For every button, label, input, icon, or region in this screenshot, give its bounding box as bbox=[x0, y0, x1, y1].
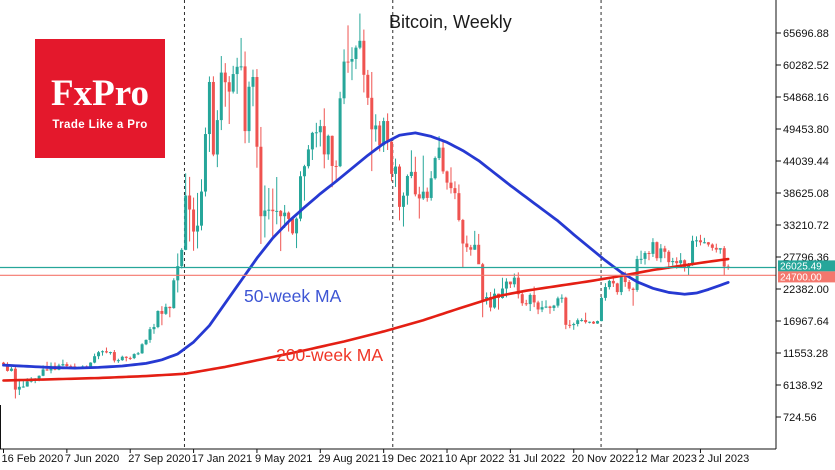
svg-text:60282.52: 60282.52 bbox=[783, 60, 829, 72]
ma-50-line bbox=[2, 131, 730, 370]
svg-text:11553.28: 11553.28 bbox=[783, 348, 828, 360]
svg-text:2 Jul 2023: 2 Jul 2023 bbox=[698, 453, 749, 465]
svg-text:19 Dec 2021: 19 Dec 2021 bbox=[382, 453, 444, 465]
fxpro-logo-tagline: Trade Like a Pro bbox=[52, 118, 148, 131]
ma50-label: 50-week MA bbox=[244, 286, 342, 306]
svg-text:38625.08: 38625.08 bbox=[783, 188, 829, 200]
fxpro-logo: FxPro Trade Like a Pro bbox=[35, 39, 165, 158]
svg-text:49453.80: 49453.80 bbox=[783, 124, 829, 136]
chart-title: Bitcoin, Weekly bbox=[389, 12, 512, 32]
svg-text:16967.64: 16967.64 bbox=[783, 316, 829, 328]
y-axis-labels: 65696.88 60282.52 54868.16 49453.80 44039.44… bbox=[776, 28, 829, 424]
fxpro-logo-brand: FxPro bbox=[51, 72, 149, 114]
svg-text:12 Mar 2023: 12 Mar 2023 bbox=[635, 453, 697, 465]
svg-text:7 Jun 2020: 7 Jun 2020 bbox=[65, 453, 119, 465]
svg-text:44039.44: 44039.44 bbox=[783, 156, 829, 168]
price-lines bbox=[0, 266, 776, 276]
svg-text:17 Jan 2021: 17 Jan 2021 bbox=[192, 453, 253, 465]
svg-text:33210.72: 33210.72 bbox=[783, 220, 829, 232]
ma-200-line bbox=[2, 257, 730, 382]
svg-text:65696.88: 65696.88 bbox=[783, 28, 829, 40]
svg-text:16 Feb 2020: 16 Feb 2020 bbox=[2, 453, 64, 465]
ma200-label: 200-week MA bbox=[276, 345, 383, 365]
svg-text:22382.00: 22382.00 bbox=[783, 284, 829, 296]
svg-text:26025.49: 26025.49 bbox=[780, 262, 822, 273]
svg-text:9 May 2021: 9 May 2021 bbox=[255, 453, 312, 465]
svg-text:24700.00: 24700.00 bbox=[780, 273, 822, 284]
svg-text:724.56: 724.56 bbox=[783, 412, 817, 424]
svg-text:27 Sep 2020: 27 Sep 2020 bbox=[128, 453, 190, 465]
svg-text:6138.92: 6138.92 bbox=[783, 380, 823, 392]
year-gridlines bbox=[183, 0, 602, 449]
svg-text:10 Apr 2022: 10 Apr 2022 bbox=[445, 453, 504, 465]
svg-text:31 Jul 2022: 31 Jul 2022 bbox=[508, 453, 565, 465]
x-axis-labels: 16 Feb 2020 7 Jun 2020 27 Sep 2020 17 Jan 2… bbox=[2, 449, 749, 465]
axes bbox=[0, 0, 777, 450]
svg-text:54868.16: 54868.16 bbox=[783, 92, 829, 104]
svg-text:29 Aug 2021: 29 Aug 2021 bbox=[318, 453, 380, 465]
svg-text:20 Nov 2022: 20 Nov 2022 bbox=[572, 453, 634, 465]
